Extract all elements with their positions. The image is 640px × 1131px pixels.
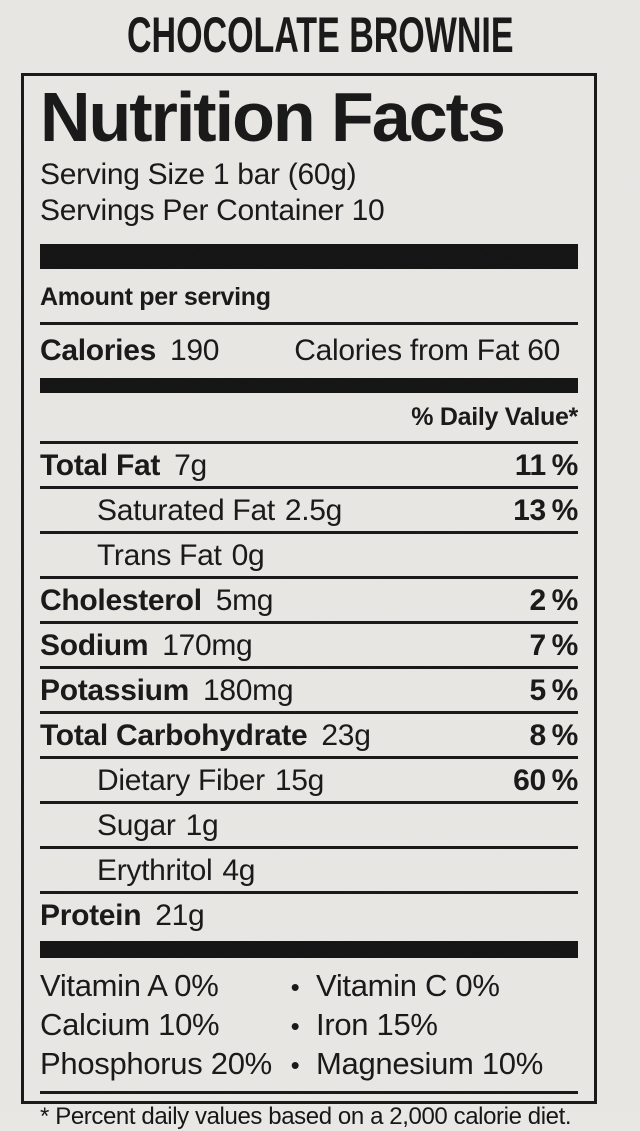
nutrient-amount: 23g	[321, 719, 371, 753]
separator-bar-thick	[40, 244, 578, 270]
micronutrient-left: Vitamin A 0%	[40, 968, 219, 1004]
bullet-separator: •	[290, 972, 300, 1003]
nutrient-row: Sodium 170mg 7 %	[40, 624, 579, 670]
nutrient-name: Sodium	[40, 629, 149, 663]
micronutrient-left: Calcium 10%	[40, 1007, 220, 1043]
nutrient-amount: 5mg	[215, 584, 274, 618]
nutrient-amount: 170mg	[162, 629, 253, 663]
calories-from-fat: Calories from Fat 60	[294, 334, 560, 368]
micronutrient-right: Iron 15%	[316, 1007, 438, 1043]
nutrient-name: Saturated Fat	[97, 494, 275, 528]
calories-row: Calories 190 Calories from Fat 60	[40, 325, 578, 378]
nutrient-daily-value: 8 %	[529, 719, 579, 753]
nutrient-daily-value: 2 %	[529, 584, 579, 618]
bullet-separator: •	[290, 1050, 300, 1081]
nutrient-amount: 21g	[155, 899, 205, 933]
micronutrient-row: Vitamin A 0% • Vitamin C 0%	[40, 967, 578, 1006]
product-title-wrap: CHOCOLATE BROWNIE	[0, 0, 640, 68]
nutrient-name: Total Fat	[40, 449, 161, 483]
nutrient-amount: 1g	[185, 809, 219, 843]
micronutrient-row: Phosphorus 20% • Magnesium 10%	[40, 1045, 578, 1084]
nutrient-name: Protein	[40, 899, 142, 933]
nutrient-row: Dietary Fiber 15g 60 %	[40, 759, 578, 805]
nutrient-name: Potassium	[40, 674, 190, 708]
calories-label: Calories	[40, 334, 156, 368]
micronutrient-row: Calcium 10% • Iron 15%	[40, 1006, 578, 1045]
micronutrients-section: Vitamin A 0% • Vitamin C 0% Calcium 10% • Iro…	[40, 958, 578, 1095]
nutrient-name: Trans Fat	[97, 539, 222, 573]
product-title: CHOCOLATE BROWNIE	[126, 7, 514, 63]
serving-size: Serving Size 1 bar (60g)	[40, 158, 357, 192]
nutrient-daily-value: 11 %	[514, 449, 579, 483]
nutrient-row: Sugar 1g	[40, 804, 578, 850]
calories-value: 190	[170, 334, 220, 368]
micronutrient-right: Vitamin C 0%	[316, 968, 500, 1004]
micronutrient-right: Magnesium 10%	[316, 1046, 543, 1082]
nutrient-name: Erythritol	[97, 854, 213, 888]
nutrient-daily-value: 60 %	[513, 764, 578, 798]
daily-value-header: % Daily Value*	[40, 393, 578, 445]
nutrient-amount: 15g	[274, 764, 324, 798]
micronutrient-left: Phosphorus 20%	[40, 1046, 272, 1082]
nutrient-amount: 180mg	[203, 674, 294, 708]
nutrient-daily-value: 13 %	[513, 494, 578, 528]
nutrient-row: Erythritol 4g	[40, 849, 578, 895]
nutrient-rows: Total Fat 7g 11 % Saturated Fat 2.5g 13 % Tran…	[40, 444, 578, 936]
servings-per-container: Servings Per Container 10	[40, 194, 385, 228]
nutrient-row: Protein 21g	[40, 894, 578, 936]
nutrient-name: Total Carbohydrate	[40, 719, 308, 753]
nutrient-row: Saturated Fat 2.5g 13 %	[40, 489, 578, 535]
separator-bar-thick-bottom	[40, 941, 578, 959]
nutrient-name: Cholesterol	[40, 584, 202, 618]
daily-value-footnote: * Percent daily values based on a 2,000 …	[40, 1103, 572, 1131]
nutrient-row: Trans Fat 0g	[40, 534, 578, 580]
bullet-separator: •	[290, 1011, 300, 1042]
nutrient-amount: 0g	[231, 539, 265, 573]
separator-bar-medium	[40, 378, 578, 394]
nutrient-name: Sugar	[97, 809, 176, 843]
nutrition-facts-label: Nutrition Facts Serving Size 1 bar (60g)…	[21, 73, 597, 1130]
amount-per-serving-label: Amount per serving	[40, 269, 578, 326]
nutrient-daily-value: 5 %	[529, 674, 579, 708]
nutrient-row: Potassium 180mg 5 %	[40, 669, 579, 715]
nutrient-name: Dietary Fiber	[97, 764, 265, 798]
nutrient-row: Total Fat 7g 11 %	[40, 444, 579, 490]
nutrient-row: Cholesterol 5mg 2 %	[40, 579, 579, 625]
nutrient-amount: 2.5g	[284, 494, 343, 528]
nutrient-amount: 7g	[174, 449, 207, 483]
nutrient-daily-value: 7 %	[529, 629, 579, 663]
nutrient-amount: 4g	[222, 854, 256, 888]
nutrient-row: Total Carbohydrate 23g 8 %	[40, 714, 579, 760]
nutrition-facts-title: Nutrition Facts	[40, 78, 506, 156]
